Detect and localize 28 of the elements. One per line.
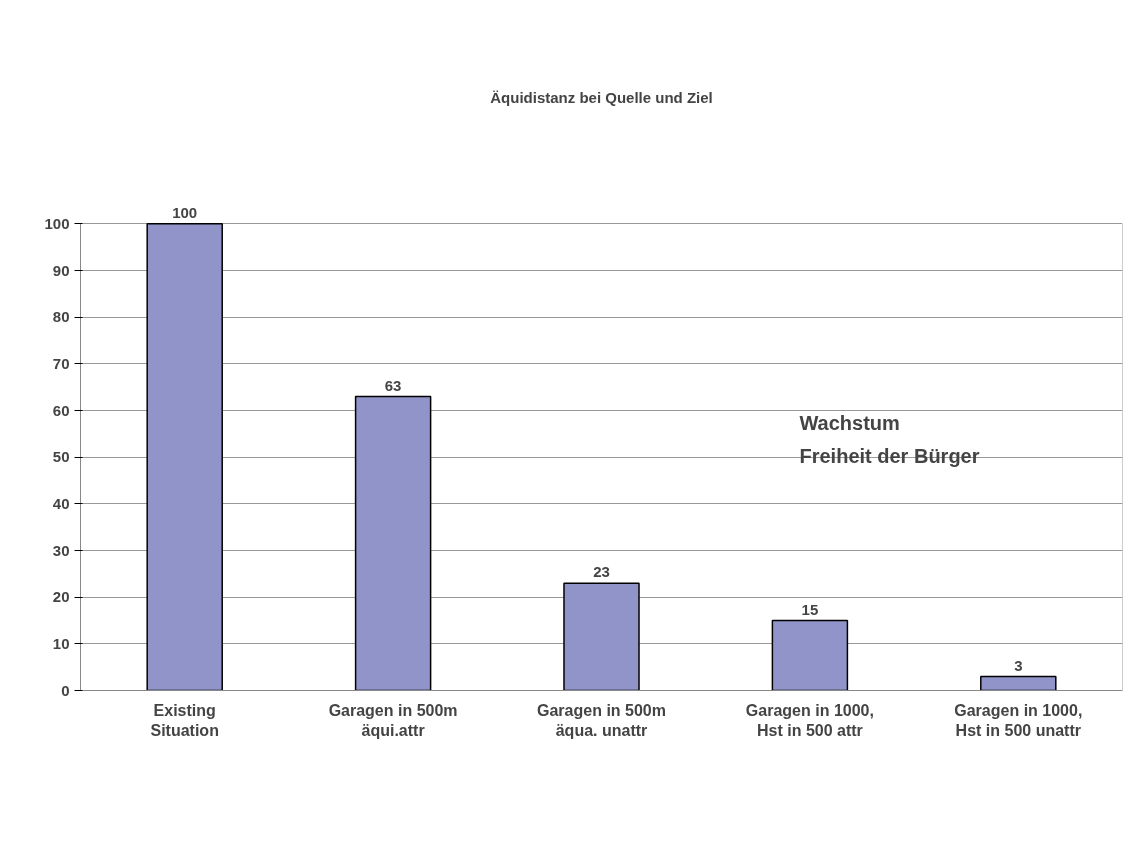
y-tick-label: 20 [52,588,70,606]
annotation: Wachstum Freiheit der Bürger [799,411,980,467]
data-label: 3 [1014,656,1023,674]
y-tick-label: 40 [52,494,70,512]
y-tick-label: 90 [52,261,70,279]
y-tick-label: 30 [52,541,70,559]
x-tick-label: Garagen in 500m äqui.attr [328,701,458,739]
y-tick-label: 70 [52,354,70,372]
data-label: 63 [384,376,402,394]
data-label: 100 [172,203,198,221]
data-label: 15 [801,600,819,618]
x-tick-label: Existing Situation [150,701,219,739]
x-tick-label: Garagen in 500m äqua. unattr [537,701,666,739]
y-tick-label: 0 [61,681,70,699]
x-tick-label: Garagen in 1000, Hst in 500 attr [745,701,874,739]
y-tick-label: 10 [52,634,70,652]
bar [146,223,223,691]
bar [980,675,1057,691]
y-tick-label: 100 [44,214,70,232]
bar [563,582,640,691]
y-tick-label: 60 [52,401,70,419]
x-tick-label: Garagen in 1000, Hst in 500 unattr [954,701,1083,739]
bar [771,619,849,691]
bar [354,395,432,691]
y-tick-label: 80 [52,308,70,326]
y-tick-label: 50 [52,448,70,466]
data-label: 23 [593,563,610,581]
chart-title: Äquidistanz bei Quelle und Ziel [490,88,713,106]
